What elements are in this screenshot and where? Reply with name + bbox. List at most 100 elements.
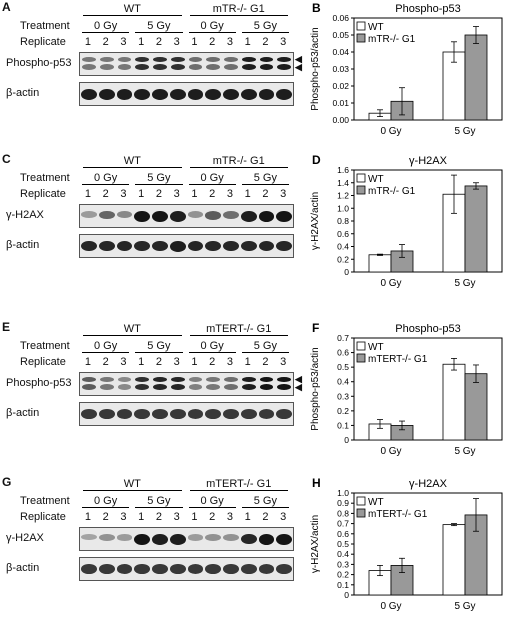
chart-title: γ-H2AX xyxy=(409,155,448,167)
blot-band xyxy=(187,534,204,541)
legend-label: WT xyxy=(368,22,384,33)
replicate-number: 1 xyxy=(244,188,251,200)
y-tick-label: 1.4 xyxy=(337,178,349,188)
replicate-number: 1 xyxy=(191,36,198,48)
panel-letter: A xyxy=(2,0,11,14)
blot-band xyxy=(206,57,220,62)
replicate-number: 3 xyxy=(120,356,127,368)
replicate-number: 2 xyxy=(102,36,109,48)
blot-band xyxy=(205,211,221,220)
blot-band xyxy=(277,57,291,62)
blot-band xyxy=(276,534,292,545)
replicate-number: 2 xyxy=(262,188,269,200)
plot-area xyxy=(353,337,503,441)
y-tick-label: 0.1 xyxy=(337,420,349,430)
replicate-number: 1 xyxy=(244,36,251,48)
replicate-number: 1 xyxy=(84,188,91,200)
replicate-number: 1 xyxy=(138,356,145,368)
blot-band xyxy=(82,377,96,382)
panel-letter: G xyxy=(2,475,12,489)
y-tick-label: 1.6 xyxy=(337,165,349,175)
replicate-number: 3 xyxy=(173,511,180,523)
y-axis-label: Phospho-p53/actin xyxy=(310,347,321,430)
panel-letter: C xyxy=(2,152,11,166)
blot-band xyxy=(205,564,221,574)
blot-band xyxy=(169,534,186,545)
y-tick-label: 0.9 xyxy=(337,498,349,508)
blot-band xyxy=(81,241,97,252)
replicate-number: 3 xyxy=(120,511,127,523)
y-tick-label: 0.1 xyxy=(337,580,349,590)
chart-title: γ-H2AX xyxy=(409,478,448,490)
x-category-label: 5 Gy xyxy=(454,446,475,457)
blot-band xyxy=(99,64,114,70)
treatment-label: Treatment xyxy=(20,172,70,184)
blot-band xyxy=(152,89,168,100)
y-tick-label: 0.8 xyxy=(337,216,349,226)
treatment-value: 0 Gy xyxy=(82,20,130,33)
replicate-number: 2 xyxy=(209,356,216,368)
blot-band xyxy=(206,377,220,382)
replicate-number: 1 xyxy=(84,511,91,523)
legend-swatch xyxy=(356,496,366,506)
y-tick-label: 0.02 xyxy=(332,81,349,91)
replicate-number: 1 xyxy=(138,511,145,523)
blot-band xyxy=(98,564,115,574)
y-tick-label: 0.3 xyxy=(337,391,349,401)
blot-strip xyxy=(79,234,294,258)
y-axis-label: Phospho-p53/actin xyxy=(310,27,321,110)
replicate-label: Replicate xyxy=(20,511,66,523)
blot-band xyxy=(241,64,256,70)
panel-letter: D xyxy=(312,153,321,167)
blot-band xyxy=(169,211,186,222)
blot-band xyxy=(81,89,97,100)
replicate-number: 1 xyxy=(191,511,198,523)
replicate-number: 2 xyxy=(262,36,269,48)
replicate-number: 3 xyxy=(226,36,233,48)
blot-band xyxy=(153,57,167,62)
blot-band xyxy=(188,377,203,382)
blot-band xyxy=(187,564,204,574)
blot-band xyxy=(98,409,115,419)
legend-label: WT xyxy=(368,174,384,185)
blot-band xyxy=(169,564,186,574)
blot-band xyxy=(170,64,185,70)
replicate-number: 2 xyxy=(155,36,162,48)
blot-band xyxy=(276,211,292,222)
blot-band xyxy=(116,534,133,541)
treatment-value: 5 Gy xyxy=(135,172,183,185)
blot-band xyxy=(188,57,203,62)
band-arrows: ◀ ◀ xyxy=(295,374,302,392)
blot-band xyxy=(152,534,168,545)
blot-band xyxy=(98,241,115,252)
y-tick-label: 1.0 xyxy=(337,203,349,213)
blot-band xyxy=(152,409,168,419)
blot-band xyxy=(277,377,291,382)
legend-label: mTERT-/- G1 xyxy=(368,509,428,520)
treatment-value: 0 Gy xyxy=(82,340,130,353)
treatment-value: 0 Gy xyxy=(82,495,130,508)
blot-band xyxy=(276,89,292,100)
blot-band xyxy=(117,64,132,70)
bar-mutant xyxy=(464,185,488,273)
bar-wt xyxy=(442,524,466,596)
y-tick-label: 0.03 xyxy=(332,64,349,74)
blot-band xyxy=(82,57,96,62)
blot-band xyxy=(258,534,275,545)
replicate-number: 3 xyxy=(120,188,127,200)
blot-band xyxy=(241,57,256,62)
blot-band xyxy=(187,211,204,218)
bar-wt xyxy=(368,254,392,273)
blot-band xyxy=(276,564,292,574)
blot-band xyxy=(169,241,186,252)
replicate-number: 3 xyxy=(226,511,233,523)
blot-band xyxy=(117,377,132,382)
blot-band xyxy=(276,241,292,252)
blot-row-label: γ-H2AX xyxy=(6,209,44,221)
replicate-label: Replicate xyxy=(20,36,66,48)
replicate-number: 1 xyxy=(191,356,198,368)
blot-band xyxy=(206,64,220,70)
y-tick-label: 0.06 xyxy=(332,13,349,23)
